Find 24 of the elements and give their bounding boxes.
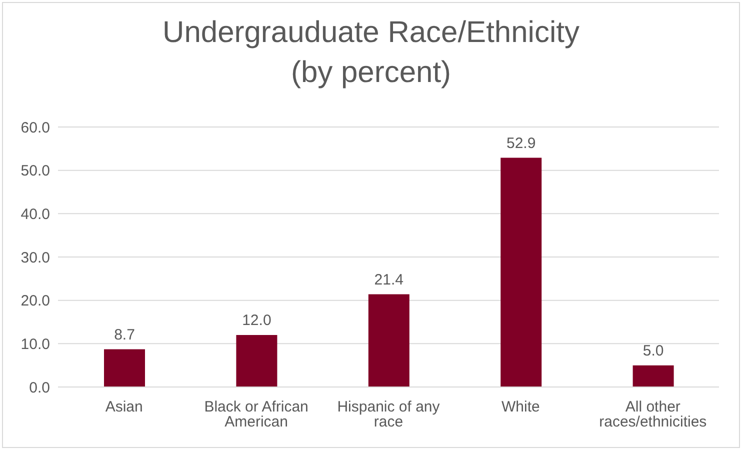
y-tick-label: 10.0 [20, 336, 50, 353]
y-tick-label: 50.0 [20, 162, 50, 180]
x-tick-label: White [502, 398, 540, 416]
chart-title: Undergrauduate Race/Ethnicity [162, 15, 580, 51]
y-tick-label: 30.0 [20, 249, 50, 266]
x-tick-label: All other races/ethnicities [599, 398, 707, 431]
x-tick-label: Asian [105, 398, 143, 416]
bar [500, 158, 542, 387]
y-tick-label: 20.0 [20, 292, 50, 310]
bar [104, 349, 145, 387]
bar [632, 365, 674, 387]
bar [236, 335, 278, 387]
bar [368, 294, 410, 387]
data-label: 21.4 [374, 271, 404, 288]
x-tick-label: Hispanic of any race [337, 398, 440, 431]
y-tick-label: 60.0 [20, 119, 50, 136]
y-tick-label: 0.0 [29, 379, 50, 396]
data-label: 8.7 [114, 326, 135, 344]
data-label: 12.0 [242, 312, 272, 329]
y-tick-label: 40.0 [20, 206, 50, 223]
x-tick-label: Black or African American [204, 398, 308, 431]
chart-subtitle: (by percent) [290, 55, 452, 91]
data-label: 5.0 [642, 342, 664, 360]
data-label: 52.9 [506, 134, 536, 152]
